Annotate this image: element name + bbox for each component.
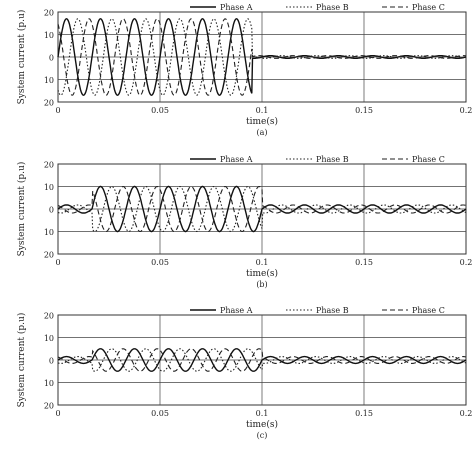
y-tick-label: 10 — [44, 334, 54, 343]
panel-label: (b) — [256, 280, 267, 289]
legend-label: Phase B — [316, 155, 349, 164]
y-tick-label: 0 — [49, 357, 54, 366]
legend-label: Phase A — [220, 306, 253, 315]
y-tick-label: 20 — [44, 161, 54, 170]
panel-label: (c) — [257, 431, 268, 440]
series-line-phase-a — [57, 185, 467, 233]
y-tick-label: 10 — [44, 31, 54, 40]
x-tick-label: 0.05 — [151, 258, 169, 267]
series-line-phase-b — [57, 185, 467, 233]
legend-label: Phase A — [220, 155, 253, 164]
x-axis-label: time(s) — [246, 268, 278, 279]
x-tick-label: 0.2 — [460, 409, 473, 418]
y-tick-label: 0 — [49, 54, 54, 63]
y-tick-label: 20 — [44, 99, 54, 108]
x-tick-label: 0.1 — [256, 409, 269, 418]
legend-label: Phase C — [412, 155, 445, 164]
x-tick-label: 0 — [55, 409, 60, 418]
series-line-phase-a — [57, 348, 467, 372]
series-line-phase-a — [57, 18, 467, 96]
y-tick-label: 20 — [44, 312, 54, 321]
x-tick-label: 0.2 — [460, 258, 473, 267]
y-axis-label: System current (p.u) — [16, 162, 27, 257]
panel-label: (a) — [256, 128, 267, 137]
y-tick-label: 20 — [44, 402, 54, 411]
x-tick-label: 0.1 — [256, 106, 269, 115]
x-tick-label: 0.05 — [151, 106, 169, 115]
y-tick-label: 10 — [44, 379, 54, 388]
series-line-phase-c — [57, 348, 467, 372]
x-axis-label: time(s) — [246, 419, 278, 430]
x-axis-label: time(s) — [246, 116, 278, 127]
x-tick-label: 0.15 — [355, 258, 373, 267]
legend-label: Phase C — [412, 306, 445, 315]
y-tick-label: 10 — [44, 228, 54, 237]
series-line-phase-b — [57, 348, 467, 372]
x-tick-label: 0.15 — [355, 409, 373, 418]
y-tick-label: 10 — [44, 183, 54, 192]
legend-label: Phase C — [412, 3, 445, 12]
legend-label: Phase A — [220, 3, 253, 12]
x-tick-label: 0 — [55, 106, 60, 115]
x-tick-label: 0.15 — [355, 106, 373, 115]
series-line-phase-c — [57, 18, 466, 96]
series-line-phase-b — [57, 18, 467, 96]
y-axis-label: System current (p.u) — [16, 10, 27, 105]
y-tick-label: 10 — [44, 76, 54, 85]
y-tick-label: 20 — [44, 9, 54, 18]
legend-label: Phase B — [316, 3, 349, 12]
y-tick-label: 20 — [44, 251, 54, 260]
x-tick-label: 0.05 — [151, 409, 169, 418]
legend-label: Phase B — [316, 306, 349, 315]
series-line-phase-c — [57, 185, 467, 233]
y-axis-label: System current (p.u) — [16, 313, 27, 408]
x-tick-label: 0.2 — [460, 106, 473, 115]
x-tick-label: 0.1 — [256, 258, 269, 267]
y-tick-label: 0 — [49, 206, 54, 215]
x-tick-label: 0 — [55, 258, 60, 267]
